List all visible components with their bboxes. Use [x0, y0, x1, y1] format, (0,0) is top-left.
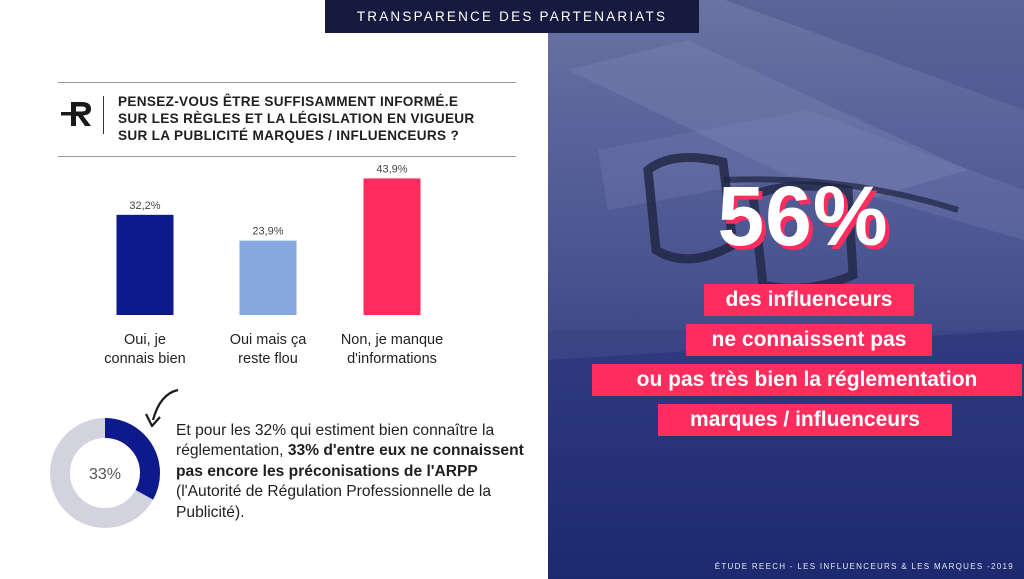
question-line-3: SUR LA PUBLICITÉ MARQUES / INFLUENCEURS … — [118, 128, 460, 143]
highlight-line-3: ou pas très bien la réglementation — [592, 364, 1022, 396]
category-label-1-line-2: connais bien — [104, 351, 186, 367]
footer-credit: ÉTUDE REECH - LES INFLUENCEURS & LES MAR… — [714, 562, 1014, 571]
curved-arrow-icon — [145, 388, 179, 428]
highlight-line-2: ne connaissent pas — [686, 324, 932, 356]
highlight-line-4: marques / influenceurs — [658, 404, 952, 436]
question-line-1: PENSEZ-VOUS ÊTRE SUFFISAMMENT INFORMÉ.E — [118, 94, 459, 109]
bar-chart: 32,2% 23,9% 43,9% Oui, je connais bien Oui… — [0, 160, 548, 380]
reech-logo-icon — [61, 102, 91, 126]
category-label-2: Oui mais ça reste flou — [188, 331, 348, 369]
left-panel: TRANSPARENCE DES PARTENARIATS PENSEZ-VOU… — [0, 0, 699, 528]
bar-2 — [239, 240, 297, 315]
bar-value-label-2: 23,9% — [252, 226, 283, 238]
category-label-2-line-2: reste flou — [238, 351, 298, 367]
logo-separator — [103, 96, 104, 134]
followup-bold: 33% d'entre eux ne connaissent pas encor… — [176, 442, 524, 480]
section-banner: TRANSPARENCE DES PARTENARIATS — [325, 0, 699, 33]
followup-text-1: Et pour les 32% qui estiment bien connaî… — [176, 422, 495, 460]
category-label-3: Non, je manque d'informations — [312, 331, 472, 369]
highlight-line-1: des influenceurs — [704, 284, 914, 316]
bar-value-label-1: 32,2% — [129, 200, 160, 212]
bottom-divider — [58, 156, 516, 157]
bar-1 — [116, 214, 174, 315]
category-label-1-line-1: Oui, je — [124, 332, 166, 348]
category-label-2-line-1: Oui mais ça — [229, 332, 307, 348]
followup-text-2: (l'Autorité de Régulation Professionnell… — [176, 483, 492, 521]
bar-chart-svg: 32,2% 23,9% 43,9% — [116, 163, 421, 315]
donut-chart: 33% — [50, 418, 160, 528]
followup-text: Et pour les 32% qui estiment bien connaî… — [176, 421, 546, 523]
survey-question: PENSEZ-VOUS ÊTRE SUFFISAMMENT INFORMÉ.E … — [118, 93, 518, 144]
question-line-2: SUR LES RÈGLES ET LA LÉGISLATION EN VIGU… — [118, 111, 475, 126]
bar-value-label-3: 43,9% — [376, 163, 407, 175]
category-label-3-line-1: Non, je manque — [340, 332, 444, 348]
top-divider — [58, 82, 516, 83]
category-label-1: Oui, je connais bien — [65, 331, 225, 369]
donut-fill — [50, 418, 160, 528]
right-panel: 56% des influenceurs ne connaissent pas … — [548, 0, 1024, 579]
headline-percentage: 56% — [717, 169, 889, 263]
category-label-3-line-2: d'informations — [347, 351, 437, 367]
donut-label: 33% — [89, 466, 121, 483]
bar-3 — [363, 178, 421, 315]
